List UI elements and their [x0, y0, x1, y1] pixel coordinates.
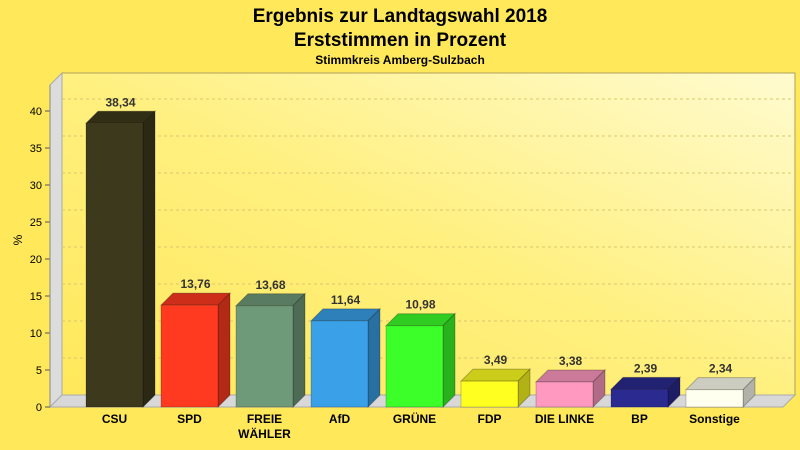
x-tick-label: FDP — [478, 412, 502, 426]
x-tick-label: BP — [631, 412, 648, 426]
data-label: 2,34 — [709, 362, 733, 376]
x-tick-label: SPD — [177, 412, 202, 426]
bar-side — [367, 307, 381, 409]
y-tick-label: 10 — [30, 328, 42, 340]
bar-side — [292, 292, 306, 409]
y-tick-label: 40 — [30, 106, 42, 118]
plot-left-wall — [49, 71, 63, 409]
y-tick-label: 25 — [30, 217, 42, 229]
bar — [85, 122, 144, 408]
y-tick-label: 20 — [30, 254, 42, 266]
data-label: 3,38 — [559, 354, 583, 368]
bar-side — [142, 110, 156, 409]
bar — [610, 388, 669, 408]
bar — [535, 381, 594, 408]
bar — [310, 320, 369, 408]
bar — [160, 304, 219, 408]
chart-title: Ergebnis zur Landtagswahl 2018 — [253, 6, 548, 27]
bar — [460, 380, 519, 408]
data-label: 13,76 — [180, 277, 210, 291]
x-tick-label: GRÜNE — [393, 411, 436, 426]
y-tick-label: 30 — [30, 180, 42, 192]
data-label: 10,98 — [405, 298, 435, 312]
bar — [235, 305, 294, 408]
bar-side — [442, 312, 456, 409]
x-tick-label: CSU — [102, 412, 127, 426]
y-axis-label: % — [11, 234, 25, 245]
x-tick-label: FREIE — [247, 412, 282, 426]
data-label: 2,39 — [634, 361, 658, 375]
chart-subtitle: Erststimmen in Prozent — [294, 30, 507, 51]
y-tick-label: 35 — [30, 143, 42, 155]
data-label: 3,49 — [484, 353, 508, 367]
y-tick-label: 5 — [36, 365, 42, 377]
y-tick-label: 0 — [36, 402, 42, 414]
y-tick-label: 15 — [30, 291, 42, 303]
chart-subtitle-2: Stimmkreis Amberg-Sulzbach — [315, 53, 485, 67]
bar — [685, 389, 744, 408]
data-label: 11,64 — [331, 293, 361, 307]
x-tick-label: AfD — [329, 412, 351, 426]
x-tick-label: Sonstige — [689, 412, 740, 426]
bar-side — [217, 291, 231, 409]
bar — [385, 325, 444, 408]
data-label: 38,34 — [105, 95, 135, 109]
data-label: 13,68 — [255, 278, 285, 292]
x-tick-label: WÄHLER — [238, 426, 291, 441]
x-tick-label: DIE LINKE — [535, 412, 594, 426]
